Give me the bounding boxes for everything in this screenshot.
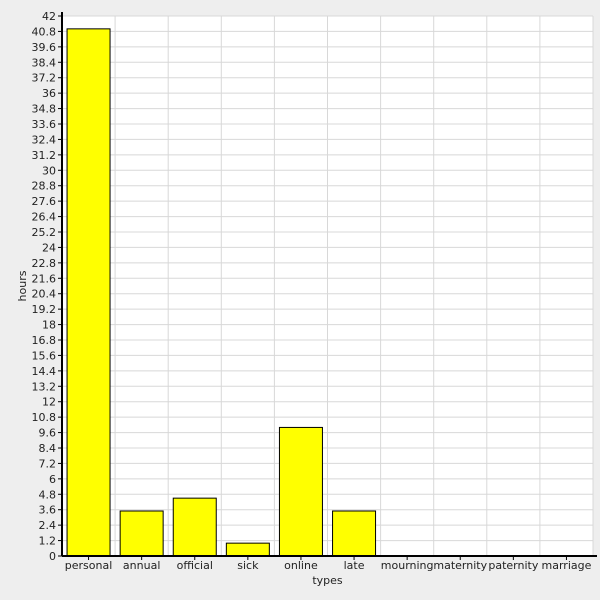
x-tick-label: online	[284, 559, 318, 572]
y-tick-label: 22.8	[32, 257, 57, 270]
x-tick-label: paternity	[488, 559, 538, 572]
bar-personal	[66, 28, 111, 557]
y-tick-label: 10.8	[32, 411, 57, 424]
y-tick-label: 1.2	[39, 535, 57, 548]
y-tick-label: 2.4	[39, 519, 57, 532]
y-tick-label: 34.8	[32, 103, 57, 116]
y-tick-label: 33.6	[32, 118, 57, 131]
bar-sick	[225, 542, 270, 557]
x-tick-label: sick	[237, 559, 259, 572]
y-tick-label: 3.6	[39, 504, 57, 517]
y-tick-label: 40.8	[32, 25, 57, 38]
x-tick-label: late	[344, 559, 365, 572]
y-tick-label: 14.4	[32, 365, 57, 378]
y-tick-label: 42	[42, 10, 56, 23]
y-tick-label: 25.2	[32, 226, 57, 239]
y-tick-label: 0	[49, 550, 56, 563]
axes	[58, 12, 597, 560]
y-tick-labels: 0 1.2 2.4 3.6 4.8 6 7.2 8.4 9.6 10.8 12 13.2 14.4 15.…	[32, 10, 57, 563]
y-tick-label: 13.2	[32, 380, 57, 393]
y-tick-label: 28.8	[32, 180, 57, 193]
x-axis-label: types	[312, 574, 343, 587]
x-tick-label: mourning	[381, 559, 434, 572]
y-tick-label: 18	[42, 319, 56, 332]
y-tick-label: 27.6	[32, 195, 57, 208]
y-tick-label: 9.6	[39, 427, 57, 440]
y-tick-label: 20.4	[32, 288, 57, 301]
y-tick-label: 19.2	[32, 303, 57, 316]
bar-online	[278, 426, 323, 557]
y-tick-label: 36	[42, 87, 56, 100]
y-tick-label: 7.2	[39, 457, 57, 470]
y-tick-label: 12	[42, 396, 56, 409]
x-tick-label: maternity	[433, 559, 487, 572]
grid-lines	[62, 15, 594, 557]
y-tick-label: 31.2	[32, 149, 57, 162]
y-tick-label: 32.4	[32, 133, 57, 146]
y-tick-label: 21.6	[32, 272, 57, 285]
x-tick-label: personal	[65, 559, 113, 572]
y-tick-label: 39.6	[32, 41, 57, 54]
y-axis-label: hours	[16, 270, 29, 301]
x-tick-labels: personal annual official sick online late mour…	[65, 559, 592, 572]
y-tick-label: 38.4	[32, 56, 57, 69]
x-tick-label: annual	[123, 559, 160, 572]
y-tick-label: 37.2	[32, 72, 57, 85]
y-tick-label: 15.6	[32, 349, 57, 362]
bar-official	[172, 497, 217, 557]
bar-late	[332, 510, 377, 557]
y-tick-label: 24	[42, 241, 56, 254]
x-tick-label: official	[177, 559, 213, 572]
y-tick-label: 16.8	[32, 334, 57, 347]
bar-annual	[119, 510, 164, 557]
y-tick-label: 6	[49, 473, 56, 486]
y-tick-label: 30	[42, 164, 56, 177]
bars	[66, 28, 377, 557]
y-tick-label: 4.8	[39, 488, 57, 501]
y-tick-label: 26.4	[32, 211, 57, 224]
x-tick-label: marriage	[542, 559, 592, 572]
y-tick-label: 8.4	[39, 442, 57, 455]
